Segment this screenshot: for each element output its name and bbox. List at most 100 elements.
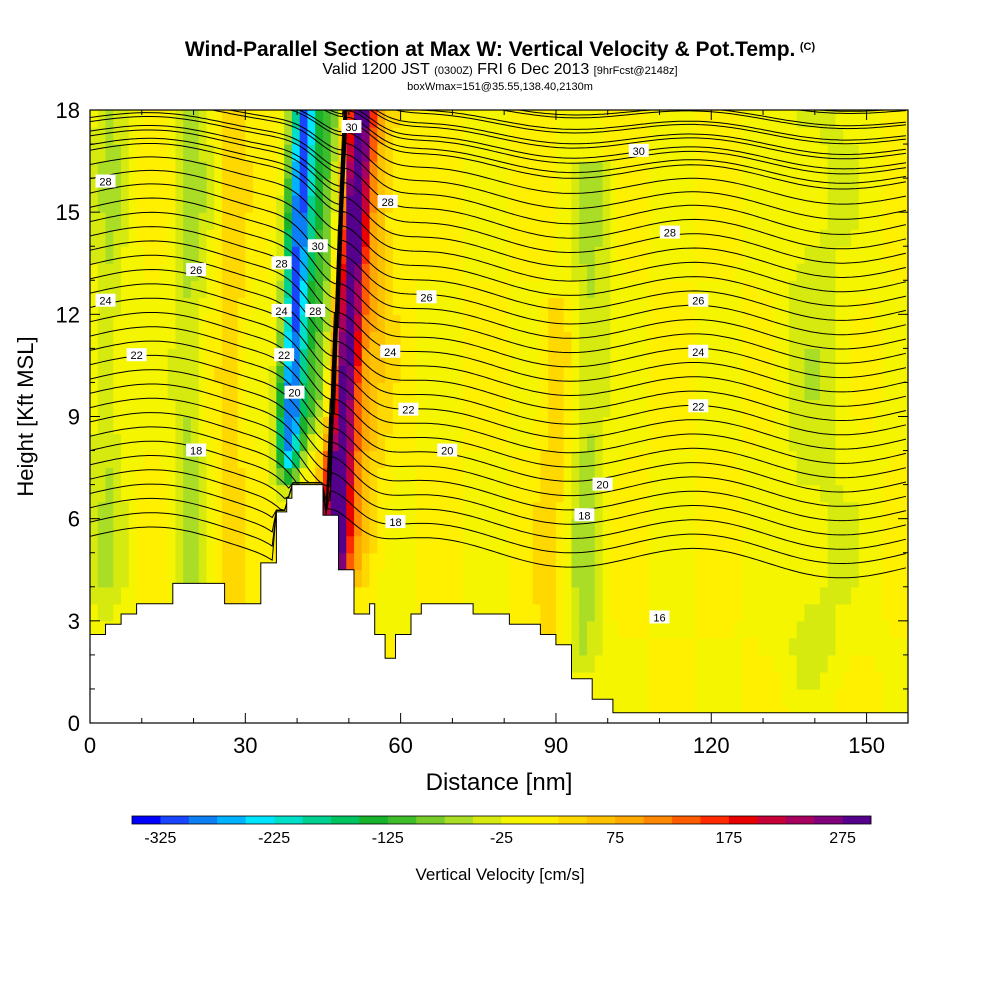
w-cell [260,382,270,401]
w-cell [159,416,169,435]
w-cell [121,433,130,452]
w-cell [555,416,565,435]
w-cell [338,229,347,247]
w-cell [136,297,145,315]
w-cell [703,161,712,179]
w-cell [889,552,899,571]
w-cell [392,212,402,230]
w-cell [121,382,130,401]
w-cell [423,178,433,196]
w-cell [291,348,301,367]
isoline-label: 28 [275,258,287,270]
w-cell [843,569,852,588]
w-cell [812,603,821,622]
w-cell [291,314,301,332]
w-cell [625,365,635,384]
w-cell [656,382,666,401]
w-cell [680,552,689,571]
w-cell [563,365,573,384]
w-cell [563,246,573,264]
w-cell [625,501,635,520]
w-cell [602,671,611,690]
terrain-mask [89,484,909,724]
w-cell [804,263,813,281]
w-cell [618,161,627,179]
w-cell [299,297,309,315]
w-cell [571,654,580,673]
w-cell [843,535,852,554]
w-cell [819,297,829,315]
w-cell [695,263,705,281]
w-cell [812,127,821,145]
w-cell [183,144,192,162]
w-cell [781,552,790,571]
w-cell [765,161,774,179]
w-cell [734,450,743,469]
w-cell [524,603,534,622]
w-cell [97,161,107,179]
w-cell [90,331,99,349]
w-cell [416,382,425,401]
w-cell [587,161,596,179]
w-cell [540,586,549,605]
w-cell [819,348,829,367]
w-cell [882,144,891,162]
w-cell [796,518,806,537]
w-cell [602,518,611,537]
w-cell [734,535,743,554]
w-cell [229,382,239,401]
w-cell [882,195,891,213]
w-cell [664,467,674,486]
w-cell [625,331,635,349]
w-cell [431,450,441,469]
w-cell [625,382,635,401]
w-cell [416,569,425,588]
w-cell [843,586,852,605]
w-cell [113,450,122,469]
w-cell [377,518,386,537]
w-cell [276,127,285,145]
w-cell [229,331,239,349]
w-cell [633,535,642,554]
w-cell [882,212,891,230]
w-cell [307,246,316,264]
w-cell [680,569,689,588]
w-cell [719,518,728,537]
w-cell [454,416,464,435]
w-cell [796,586,806,605]
w-cell [121,365,130,384]
w-cell [276,144,285,162]
w-cell [524,297,534,315]
w-cell [315,195,324,213]
colorbar-swatch [444,816,474,824]
w-cell [121,450,130,469]
w-cell [237,552,246,571]
w-cell [369,501,378,520]
w-cell [175,178,184,196]
w-cell [889,671,899,690]
w-cell [548,382,557,401]
isoline-label: 24 [275,306,287,318]
w-cell [711,280,720,298]
w-cell [773,688,782,707]
w-cell [656,280,666,298]
w-cell [493,603,503,622]
w-cell [742,229,751,247]
w-cell [338,280,347,298]
w-cell [579,280,588,298]
w-cell [796,399,806,418]
w-cell [819,246,829,264]
w-cell [625,161,635,179]
w-cell [563,416,573,435]
w-cell [571,348,580,367]
w-cell [470,161,479,179]
w-cell [555,365,565,384]
w-cell [447,586,456,605]
w-cell [742,127,751,145]
w-cell [703,518,712,537]
w-cell [385,365,394,384]
w-cell [167,501,177,520]
w-cell [703,263,712,281]
w-cell [672,484,681,503]
w-cell [905,382,908,401]
